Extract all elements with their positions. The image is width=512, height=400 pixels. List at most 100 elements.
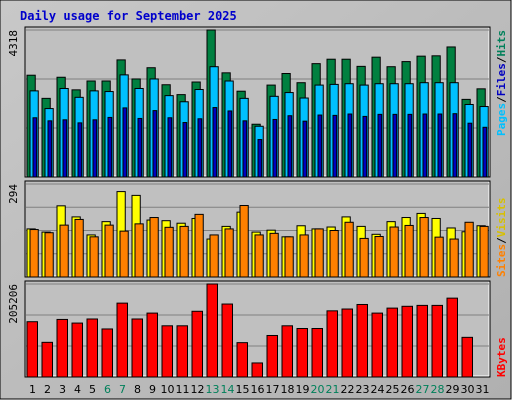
sites-bar xyxy=(314,228,324,278)
kbytes-bar xyxy=(416,304,428,378)
legend-text: Pages/Files/Hits xyxy=(495,30,508,136)
kbytes-bar xyxy=(401,305,413,378)
sites-bar xyxy=(104,224,114,278)
sites-bar xyxy=(74,218,84,278)
x-tick-label: 31 xyxy=(476,383,490,396)
x-tick-label: 20 xyxy=(311,383,325,396)
axis-max-label: 294 xyxy=(7,184,20,204)
x-tick-label: 30 xyxy=(461,383,475,396)
kbytes-bar xyxy=(146,312,158,378)
sites-bar xyxy=(404,224,414,278)
x-tick-label: 1 xyxy=(29,383,36,396)
sites-bar xyxy=(209,234,219,278)
pages-bar xyxy=(302,120,308,178)
x-axis-ticks: 1 2 3 4 5 6 7 8 9 10 11 12 13 14 15 16 17 18 19 20 21 22 23 24 2… xyxy=(29,383,490,396)
x-tick-label: 22 xyxy=(341,383,355,396)
kbytes-bar xyxy=(176,325,188,378)
x-tick-label: 4 xyxy=(74,383,81,396)
sites-bar xyxy=(359,237,369,278)
pages-bar xyxy=(467,122,473,178)
sites-bar xyxy=(329,230,339,278)
x-tick-label: 28 xyxy=(431,383,445,396)
sites-bar xyxy=(29,229,39,278)
x-tick-label: 16 xyxy=(251,383,265,396)
pages-bar xyxy=(287,115,293,178)
pages-bar xyxy=(137,117,143,178)
plot-panels: 4318 294 205206 xyxy=(7,26,491,378)
x-tick-label: 21 xyxy=(326,383,340,396)
axis-max-label: 4318 xyxy=(7,30,20,57)
kbytes-bar xyxy=(161,325,173,378)
pages-bar xyxy=(182,122,188,178)
x-tick-label: 23 xyxy=(356,383,370,396)
kbytes-bar xyxy=(446,297,458,378)
sites-bar xyxy=(194,213,204,278)
x-tick-label: 6 xyxy=(104,383,111,396)
kbytes-bar xyxy=(356,303,368,378)
pages-bar xyxy=(62,119,68,178)
kbytes-bar xyxy=(341,308,353,378)
kbytes-bar xyxy=(26,321,38,378)
sites-bar xyxy=(269,232,279,278)
pages-bar xyxy=(392,113,398,178)
sites-bar xyxy=(344,221,354,278)
pages-bar xyxy=(272,118,278,178)
pages-bar xyxy=(362,115,368,178)
legend: Pages/Files/Hits xyxy=(495,30,508,136)
pages-bar xyxy=(332,114,338,178)
sites-bar xyxy=(254,234,264,278)
kbytes-bar xyxy=(281,325,293,378)
sites-bar xyxy=(299,234,309,278)
sites-bar xyxy=(374,236,384,278)
sites-bar xyxy=(464,221,474,278)
sites-bar xyxy=(419,217,429,278)
pages-bar xyxy=(77,122,83,178)
sites-bar xyxy=(149,217,159,278)
x-tick-label: 10 xyxy=(161,383,175,396)
pages-bar xyxy=(482,126,488,178)
sites-bar xyxy=(119,230,129,278)
sites-bar xyxy=(479,225,489,278)
kbytes-bar xyxy=(206,283,218,378)
x-tick-label: 15 xyxy=(236,383,250,396)
kbytes-bar xyxy=(71,322,83,378)
x-tick-label: 11 xyxy=(176,383,190,396)
kbytes-bar xyxy=(86,318,98,378)
x-tick-label: 5 xyxy=(89,383,96,396)
pages-bar xyxy=(377,113,383,178)
kbytes-bar xyxy=(461,336,473,378)
kbytes-bar xyxy=(116,302,128,378)
legend-kbytes: KBytes xyxy=(495,337,508,377)
sites-bar xyxy=(284,236,294,278)
sites-bar xyxy=(224,228,234,278)
sites-bar xyxy=(44,232,54,278)
kbytes-bar xyxy=(41,341,53,378)
pages-bar xyxy=(422,113,428,178)
sites-bar xyxy=(59,224,69,278)
axis-max-label: 205206 xyxy=(7,284,20,324)
x-tick-label: 19 xyxy=(296,383,310,396)
kbytes-bar xyxy=(266,334,278,378)
pages-bar xyxy=(347,113,353,178)
panel-visits-sites: 294 xyxy=(7,180,491,278)
pages-bar xyxy=(452,113,458,178)
kbytes-bar xyxy=(386,307,398,378)
legend: KBytes xyxy=(495,337,508,377)
pages-bar xyxy=(437,113,443,178)
x-tick-label: 2 xyxy=(44,383,51,396)
x-tick-label: 3 xyxy=(59,383,66,396)
x-tick-label: 26 xyxy=(401,383,415,396)
pages-bar xyxy=(212,107,218,178)
x-tick-label: 14 xyxy=(221,383,235,396)
kbytes-bar xyxy=(251,362,263,378)
pages-bar xyxy=(407,113,413,178)
pages-bar xyxy=(197,118,203,178)
legend-visits: Visits xyxy=(495,198,508,238)
kbytes-bar xyxy=(371,312,383,378)
legends: Pages/Files/Hits Sites/Visits KBytes xyxy=(495,30,508,377)
pages-bar xyxy=(242,120,248,178)
pages-bar xyxy=(227,110,233,178)
pages-bar xyxy=(92,119,98,178)
sites-bar xyxy=(179,225,189,278)
